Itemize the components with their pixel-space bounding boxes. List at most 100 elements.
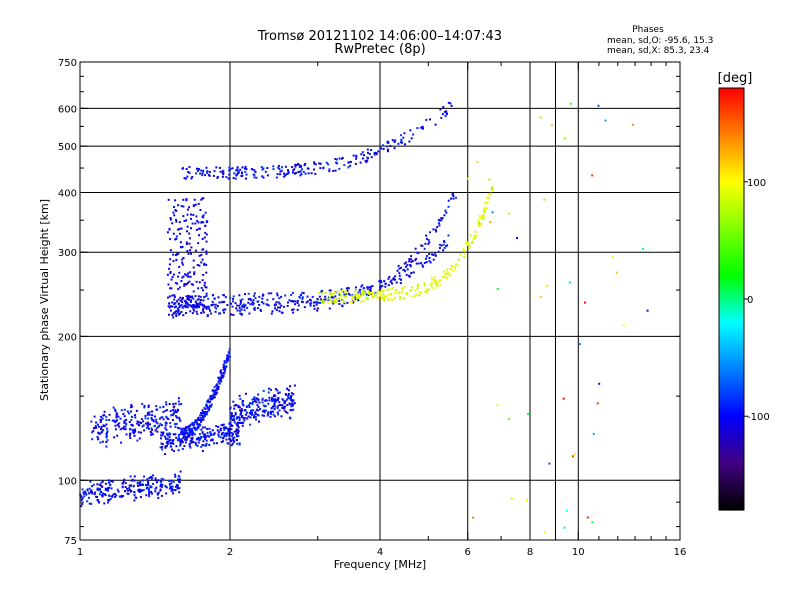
echo-point	[369, 288, 372, 291]
echo-point	[104, 482, 107, 485]
echo-point	[428, 253, 431, 255]
echo-point	[182, 431, 185, 433]
echo-point	[483, 215, 485, 217]
echo-point	[289, 417, 292, 420]
echo-point	[187, 252, 190, 255]
echo-point	[150, 433, 153, 436]
echo-point	[281, 407, 284, 410]
echo-point	[237, 404, 240, 407]
echo-point	[169, 217, 172, 219]
echo-point	[184, 432, 187, 435]
echo-point	[198, 423, 201, 426]
echo-point	[274, 401, 277, 404]
echo-point	[380, 279, 382, 282]
echo-point	[190, 437, 193, 440]
echo-point	[164, 421, 167, 424]
echo-point	[426, 255, 429, 257]
echo-point	[489, 221, 492, 224]
echo-point	[307, 172, 310, 175]
echo-point	[177, 438, 180, 441]
echo-point	[129, 484, 132, 487]
echo-point	[238, 406, 241, 409]
echo-point	[277, 166, 280, 169]
echo-point	[175, 220, 178, 223]
echo-point	[341, 157, 343, 160]
echo-point	[205, 233, 208, 236]
echo-point	[200, 416, 203, 419]
echo-point	[184, 304, 187, 307]
echo-point	[391, 286, 394, 289]
echo-point	[175, 411, 178, 414]
colorbar-segment	[719, 460, 744, 465]
echo-point	[189, 310, 192, 313]
echo-point	[420, 262, 423, 265]
echo-point	[224, 366, 227, 369]
echo-point	[298, 163, 301, 166]
colorbar-segment	[719, 186, 744, 191]
echo-point	[232, 417, 235, 420]
echo-point	[227, 359, 230, 362]
echo-point	[391, 139, 394, 142]
echo-point	[425, 291, 428, 294]
echo-point	[436, 226, 439, 229]
echo-point	[176, 416, 178, 419]
echo-point	[241, 400, 244, 403]
echo-point	[169, 272, 172, 274]
echo-point	[197, 202, 200, 205]
echo-point	[164, 446, 167, 449]
echo-point	[278, 409, 281, 412]
echo-point	[349, 164, 352, 167]
echo-point	[133, 430, 136, 433]
echo-point	[463, 256, 466, 258]
echo-point	[155, 486, 158, 489]
echo-point	[278, 391, 281, 394]
echo-point	[261, 294, 264, 297]
echo-point	[251, 409, 254, 412]
echo-point	[399, 282, 402, 285]
echo-point	[272, 405, 275, 408]
echo-point	[148, 411, 151, 414]
echo-point	[245, 173, 248, 176]
echo-point	[80, 505, 83, 508]
echo-point	[204, 408, 207, 411]
echo-point	[457, 258, 460, 261]
echo-point	[278, 297, 281, 300]
echo-point	[80, 498, 83, 501]
colorbar-segment	[719, 432, 744, 437]
echo-point	[173, 412, 175, 415]
echo-point	[387, 298, 390, 301]
echo-point	[329, 299, 332, 302]
echo-point	[268, 399, 271, 402]
echo-point	[218, 166, 221, 169]
echo-point	[181, 261, 184, 264]
echo-point	[276, 389, 279, 392]
echo-point	[161, 448, 164, 451]
echo-point	[360, 294, 363, 297]
echo-point	[303, 164, 306, 167]
echo-point	[185, 274, 188, 277]
echo-point	[239, 397, 242, 400]
colorbar-segment	[719, 232, 744, 237]
echo-point	[232, 433, 234, 436]
echo-point	[430, 286, 433, 289]
echo-point	[228, 422, 231, 425]
echo-point	[222, 309, 225, 312]
echo-point	[119, 428, 122, 431]
echo-point	[316, 309, 319, 312]
echo-point	[183, 432, 186, 435]
echo-point	[328, 296, 331, 299]
echo-point	[204, 426, 207, 429]
echo-point	[175, 218, 178, 221]
echo-point	[202, 221, 205, 224]
echo-point	[107, 499, 110, 501]
echo-point	[203, 407, 206, 409]
echo-point	[236, 416, 239, 419]
echo-point	[413, 295, 416, 298]
echo-point	[434, 123, 437, 126]
echo-point	[178, 232, 181, 235]
echo-point	[144, 417, 147, 420]
echo-point	[194, 249, 197, 252]
echo-point	[215, 442, 218, 445]
echo-point	[188, 425, 191, 428]
echo-point	[204, 286, 207, 289]
